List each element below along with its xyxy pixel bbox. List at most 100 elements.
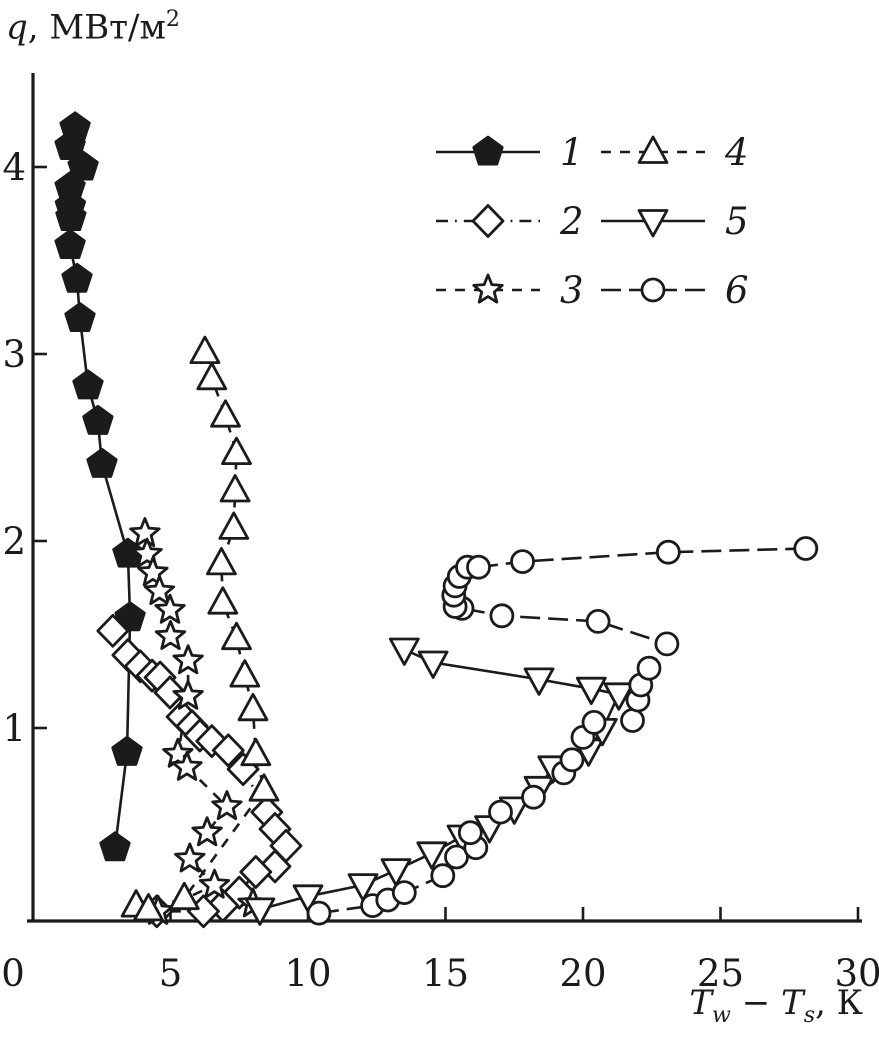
pentagon-marker xyxy=(99,831,131,862)
x-tick-label: 5 xyxy=(159,952,183,995)
series-1-markers xyxy=(54,111,146,862)
pentagon-marker xyxy=(67,150,99,181)
circle-marker xyxy=(585,609,611,634)
legend-label: 1 xyxy=(560,131,584,174)
x-tick-label: 0 xyxy=(1,952,25,995)
legend-triangle-down-icon xyxy=(637,209,669,238)
series-lines xyxy=(68,127,806,915)
triangle-up-marker xyxy=(221,621,252,651)
legend-item-2: 2 xyxy=(436,200,584,243)
triangle-down-marker xyxy=(416,841,448,870)
pentagon-marker xyxy=(54,129,86,160)
triangle-up-marker xyxy=(207,586,239,615)
circle-marker xyxy=(620,708,645,733)
circle-marker xyxy=(521,784,546,810)
triangle-up-marker xyxy=(133,893,164,922)
star-marker xyxy=(174,842,206,873)
circle-marker xyxy=(655,539,681,565)
x-tick-label: 15 xyxy=(422,952,469,995)
triangle-up-marker xyxy=(218,511,250,540)
circle-marker xyxy=(306,900,332,926)
y-tick-label: 4 xyxy=(2,146,26,189)
series-4-markers xyxy=(120,335,280,922)
triangle-up-marker xyxy=(168,881,200,911)
pentagon-marker xyxy=(54,229,86,260)
pentagon-marker xyxy=(82,404,114,435)
triangle-up-marker xyxy=(210,399,241,428)
y-axis-variable: q xyxy=(6,7,28,48)
diamond-marker xyxy=(211,733,245,768)
star-marker xyxy=(137,556,169,587)
legend-label: 2 xyxy=(559,200,584,243)
circle-marker xyxy=(489,603,515,629)
star-marker xyxy=(129,517,161,548)
y-axis-units-exponent: 2 xyxy=(165,6,180,32)
series-2-markers xyxy=(96,613,303,929)
circle-marker xyxy=(636,655,662,681)
circle-marker xyxy=(444,844,469,870)
pentagon-marker xyxy=(114,601,146,632)
triangle-up-marker xyxy=(205,547,237,576)
pentagon-marker xyxy=(64,302,96,333)
triangle-up-marker xyxy=(189,335,221,365)
triangle-down-marker xyxy=(575,676,607,706)
circle-marker xyxy=(466,554,491,580)
x-axis-units: , К xyxy=(815,983,863,1023)
x-tick-label: 20 xyxy=(559,952,606,995)
triangle-down-marker xyxy=(417,650,449,679)
diamond-marker xyxy=(239,855,273,889)
legend-item-4: 4 xyxy=(601,131,749,174)
circle-marker xyxy=(510,549,535,574)
star-marker xyxy=(171,750,203,781)
x-axis-minus: − xyxy=(730,983,782,1023)
x-axis-subscript-1: w xyxy=(712,1001,731,1028)
legend-item-6: 6 xyxy=(601,269,749,312)
triangle-up-marker xyxy=(219,474,251,503)
triangle-up-marker xyxy=(237,692,269,722)
series-6-markers xyxy=(306,536,819,926)
legend-pentagon-icon xyxy=(472,135,504,166)
legend-item-5: 5 xyxy=(601,200,749,243)
legend-label: 4 xyxy=(724,131,749,174)
pentagon-marker xyxy=(61,262,93,293)
x-axis-title: Tw − Ts, К xyxy=(689,983,863,1028)
star-marker xyxy=(131,537,163,568)
star-marker xyxy=(154,593,186,624)
circle-marker xyxy=(391,880,417,905)
triangle-down-marker xyxy=(244,897,276,926)
circle-marker xyxy=(654,631,680,657)
triangle-up-marker xyxy=(221,436,252,466)
triangle-up-marker xyxy=(248,773,280,802)
star-marker xyxy=(191,816,223,847)
x-tick-label: 30 xyxy=(834,952,879,995)
triangle-down-marker xyxy=(388,637,420,666)
diamond-marker xyxy=(96,613,130,648)
triangle-down-marker xyxy=(292,884,324,913)
triangle-down-marker xyxy=(347,873,379,902)
circle-marker xyxy=(559,747,585,773)
triangle-up-marker xyxy=(229,659,261,688)
diamond-marker xyxy=(153,675,187,710)
pentagon-marker xyxy=(72,369,104,400)
circle-marker xyxy=(793,536,819,561)
y-axis-title: q, МВт/м2 xyxy=(6,6,180,47)
legend-item-3: 3 xyxy=(436,269,584,312)
y-tick-label: 3 xyxy=(2,333,26,376)
circle-marker xyxy=(457,820,483,846)
star-marker xyxy=(154,620,187,650)
y-tick-label: 1 xyxy=(2,707,26,750)
x-axis-subscript-2: s xyxy=(803,1001,816,1028)
triangle-down-marker xyxy=(603,682,635,711)
series-4-line xyxy=(135,351,266,911)
circle-marker xyxy=(488,799,513,825)
series-5-markers xyxy=(244,637,635,926)
pentagon-marker xyxy=(111,735,143,766)
star-marker xyxy=(211,790,243,821)
star-marker xyxy=(172,644,204,675)
triangle-down-marker xyxy=(523,667,555,696)
triangle-up-marker xyxy=(240,737,272,767)
triangle-up-marker xyxy=(196,361,228,391)
legend-label: 5 xyxy=(725,200,749,243)
